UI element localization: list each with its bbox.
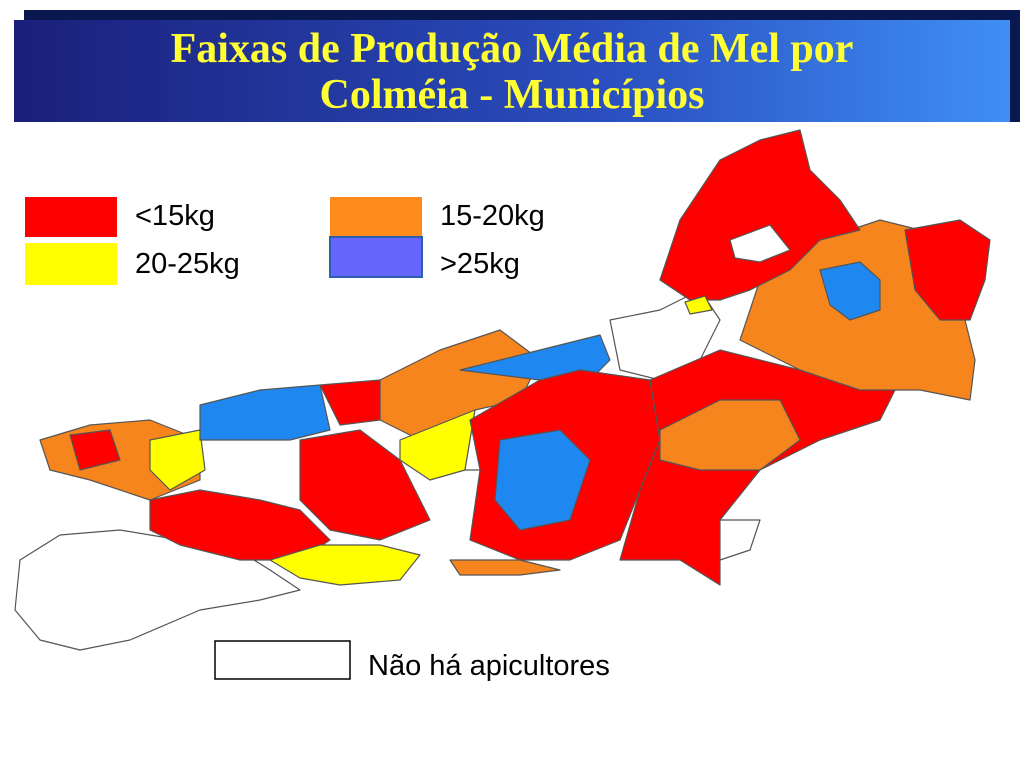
- title-banner: Faixas de Produção Média de Mel por Colm…: [14, 10, 1020, 122]
- title-line: Faixas de Produção Média de Mel por: [171, 26, 854, 72]
- map: [14, 129, 991, 651]
- no-data-swatch: [214, 640, 351, 680]
- no-data-label: Não há apicultores: [368, 650, 610, 682]
- legend-label: <15kg: [135, 200, 215, 232]
- legend: <15kg 15-20kg 20-25kg >25kg Não há apicu…: [25, 197, 610, 682]
- legend-label: 15-20kg: [440, 200, 545, 232]
- legend-swatch: [329, 236, 423, 278]
- title-line: Colméia - Municípios: [320, 72, 705, 118]
- legend-swatch: [25, 197, 117, 237]
- legend-swatch: [330, 197, 422, 237]
- legend-swatch: [25, 243, 117, 285]
- legend-label: 20-25kg: [135, 248, 240, 280]
- legend-label: >25kg: [440, 248, 520, 280]
